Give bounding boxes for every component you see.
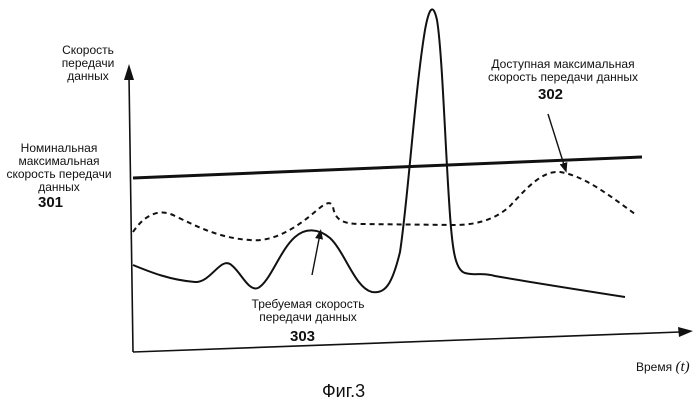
x-axis-label-text: Время [636,360,672,374]
nominal-rate-label-line: данных [0,181,118,194]
y-axis [129,76,133,352]
required-leader-arrow [312,234,320,275]
x-axis-arrowhead [678,327,693,337]
available-rate-label: Доступная максимальная скорость передачи… [478,58,648,84]
y-axis-arrowhead [124,64,134,80]
required-rate-curve [133,9,625,297]
nominal-max-rate-line [133,157,642,178]
nominal-rate-ref: 301 [38,194,63,211]
x-axis-label: Время (t) [636,361,690,374]
available-rate-ref: 302 [538,86,563,103]
figure-caption: Фиг.3 [322,381,365,402]
required-rate-ref: 303 [290,328,315,345]
x-axis-symbol: (t) [675,359,689,375]
y-axis-label: Скорость передачи данных [52,44,124,83]
x-axis [133,332,680,352]
available-rate-label-line: скорость передачи данных [478,71,648,84]
nominal-rate-label: Номинальная максимальная скорость переда… [0,142,118,194]
required-rate-label-line: передачи данных [238,311,378,324]
y-axis-label-line: данных [52,70,124,83]
available-max-rate-curve [133,172,635,240]
required-rate-label: Требуемая скорость передачи данных [238,298,378,324]
